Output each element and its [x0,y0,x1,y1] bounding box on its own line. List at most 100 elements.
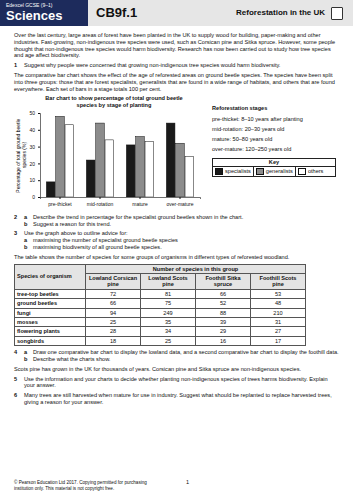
stage-item: over-mature: 120–250 years old [212,146,337,153]
stage-item: mid-rotation: 20–30 years old [212,126,337,133]
question-number: 6 [14,392,24,406]
table: Species of organismNumber of species in … [14,264,306,347]
question-number: 4 [14,349,24,356]
y-tick: 30 [29,144,40,150]
x-tick-mark [60,197,61,199]
table-cell: 94 [86,308,141,317]
stage-item: pre-thicket: 8–10 years after planting [212,116,337,123]
question-number [14,356,24,363]
question: 4aDraw one comparative bar chart to disp… [14,349,340,363]
table-intro: The table shows the number of species fo… [14,254,340,261]
question-text: Suggest why people were concerned that g… [24,62,340,69]
bar [105,140,114,197]
part-label: b [24,356,33,363]
subject: Sciences [6,8,88,23]
question-text: Use the information and your charts to d… [24,376,340,390]
legend-title: Key [213,159,335,167]
legend-row: specialistsgeneralistsothers [213,167,335,176]
table-cell: 34 [141,327,196,336]
bar [96,123,105,197]
y-tick-label: 20 [29,160,35,166]
table-cell: 39 [196,317,251,326]
y-tick-mark [38,147,40,148]
row-label: songbirds [15,336,86,345]
legend-swatch [298,168,306,175]
x-axis: pre-thicket mid-rotation mature over-mature [41,197,201,207]
x-tick: pre-thicket [48,197,72,207]
bar [65,125,74,197]
part-label: b [24,221,33,228]
legend-item: generalists [253,167,295,176]
question-row: amaximising the number of specialist gro… [14,237,340,244]
question-number: 3 [14,230,24,237]
question-row: 3Use the graph above to outline advice f… [14,230,340,237]
question-row: 6Many trees are still harvested when mat… [14,392,340,406]
row-label: tree-top beetles [15,289,86,298]
chart-side: Reforestation stages pre-thicket: 8–10 ye… [212,95,337,210]
question-text: maximising the number of specialist grou… [33,237,340,244]
legend-swatch [215,168,223,175]
column-header: Foothill Sitka spruce [196,273,251,289]
x-tick-label: over-mature [167,201,194,207]
question-number: 2 [14,214,24,221]
question-text: Draw one comparative bar chart to displa… [33,349,340,356]
header-brand: Edexcel GCSE (9–1)Sciences [0,0,88,26]
chart-intro-text: The comparative bar chart shows the effe… [14,72,340,92]
table-block: Species of organismNumber of species in … [14,264,340,347]
legend-swatch [256,168,264,175]
table-cell: 81 [141,289,196,298]
copyright: © Pearson Education Ltd 2017. Copying pe… [14,480,164,491]
chart-intro: The comparative bar chart shows the effe… [14,72,340,92]
question-text: maximising biodiversity of all ground be… [33,244,340,251]
question-text: Many trees are still harvested when matu… [24,392,340,406]
x-tick-label: mature [132,201,148,207]
y-tick: 0 [32,194,40,200]
table-cell: 16 [196,336,251,345]
y-tick-mark [38,163,40,164]
legend: Keyspecialistsgeneralistsothers [212,158,336,177]
part-label: b [24,244,33,251]
y-axis-label: Percentage of total ground beetle specie… [15,117,27,192]
table-row: songbirds18251617 [15,336,306,345]
question-row: 2aDescribe the trend in percentage for t… [14,214,340,221]
x-tick: mature [132,197,148,207]
table-cell: 35 [141,317,196,326]
row-header: Species of organism [15,264,86,289]
chart-svg: 01020304050pre-thicketmid-rotationmature… [14,109,204,209]
row-label: ground beetles [15,299,86,308]
table-cell: 72 [86,289,141,298]
part-label: a [24,214,33,221]
row-label: flowering plants [15,327,86,336]
stages-title: Reforestation stages [212,105,337,112]
icon [331,7,343,20]
bar [56,116,65,197]
y-tick: 10 [29,177,40,183]
legend-label: specialists [225,168,251,175]
part-label: a [24,349,33,356]
title: Reforestation in the UK [236,0,325,26]
group-header: Number of species in this group [86,264,306,273]
x-tick-label: pre-thicket [48,201,72,207]
y-tick-label: 10 [29,177,35,183]
table-cell: 27 [251,327,306,336]
question-row: 5Use the information and your charts to … [14,376,340,390]
y-tick-mark [38,130,40,131]
legend-label: generalists [266,168,293,175]
question-row: 1Suggest why people were concerned that … [14,62,340,69]
table-row: mosses25353931 [15,317,306,326]
question: 5Use the information and your charts to … [14,376,340,390]
table-cell: 31 [251,317,306,326]
note: Scots pine has grown in the UK for thous… [14,366,340,373]
bar [86,160,95,197]
question: 2aDescribe the trend in percentage for t… [14,214,340,228]
bar [46,182,55,197]
x-tick-label: mid-rotation [87,201,114,207]
question-number [14,221,24,228]
table-intro-text: The table shows the number of species fo… [14,254,340,261]
question: 1Suggest why people were concerned that … [14,62,340,69]
question-text: Use the graph above to outline advice fo… [24,230,340,237]
x-tick-mark [100,197,101,199]
column-header: Lowland Corsican pine [86,273,141,289]
row-label: fungi [15,308,86,317]
table-cell: 52 [196,299,251,308]
